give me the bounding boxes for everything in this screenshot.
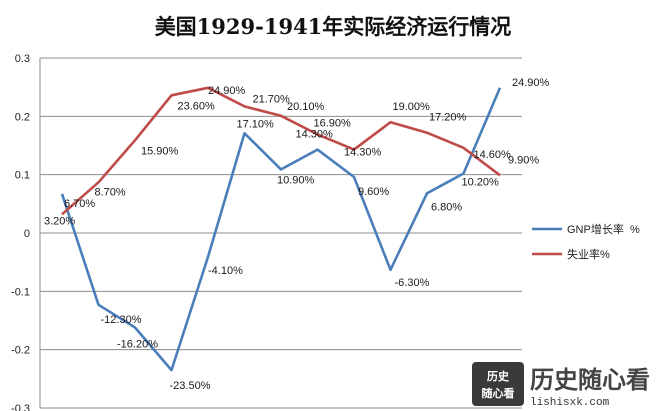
data-label: 6.70%	[64, 198, 95, 210]
data-label: 10.20%	[462, 177, 500, 189]
y-tick-label: 0.1	[15, 170, 30, 182]
data-label: 10.90%	[277, 174, 315, 186]
watermark-brand: 历史随心看	[530, 365, 650, 394]
legend: GNP增长率 % 失业率%	[532, 222, 640, 261]
data-label: 15.90%	[141, 145, 179, 157]
legend-label-0: GNP增长率 %	[567, 222, 640, 236]
watermark-box-line1: 历史	[487, 369, 510, 383]
data-label: 21.70%	[253, 93, 291, 105]
data-label: 23.60%	[178, 100, 216, 112]
y-tick-label: 0.3	[15, 53, 30, 65]
data-label: 17.20%	[429, 112, 467, 124]
data-label: 24.90%	[208, 85, 246, 97]
series-line-0	[60, 87, 502, 372]
data-label: 14.30%	[296, 129, 334, 141]
data-label: 24.90%	[512, 77, 550, 89]
y-tick-label: 0.2	[15, 111, 30, 123]
data-label: 9.90%	[508, 154, 539, 166]
data-label: 9.60%	[358, 186, 389, 198]
y-tick-label: 0	[24, 228, 30, 240]
legend-label-1: 失业率%	[567, 247, 610, 261]
data-label: 16.90%	[314, 117, 352, 129]
watermark-logo-box	[472, 362, 524, 406]
series-lines	[60, 86, 502, 372]
data-label: -16.20%	[117, 339, 158, 351]
watermark: 历史 随心看 历史随心看 lishisxk.com	[472, 362, 650, 409]
watermark-url: lishisxk.com	[530, 397, 610, 409]
data-label: 8.70%	[95, 186, 126, 198]
data-label: 20.10%	[287, 101, 325, 113]
data-label: 14.30%	[344, 147, 382, 159]
y-tick-label: -0.1	[11, 286, 30, 298]
series-line-1	[61, 86, 501, 216]
y-tick-label: -0.3	[11, 403, 30, 411]
data-label: 3.20%	[44, 215, 75, 227]
data-label: 19.00%	[393, 101, 431, 113]
data-label: -12.30%	[101, 314, 142, 326]
data-label: 17.10%	[237, 118, 275, 130]
y-tick-label: -0.2	[11, 345, 30, 357]
watermark-box-line2: 随心看	[482, 386, 515, 400]
data-label: -23.50%	[170, 380, 211, 392]
data-label: 6.80%	[431, 201, 462, 213]
data-labels: 6.70% -12.30% -16.20% -23.50% -4.10% 17.10% 10…	[44, 77, 550, 392]
data-label: -6.30%	[395, 277, 430, 289]
chart-title: 美国1929-1941年实际经济运行情况	[155, 14, 512, 39]
y-axis: 0.3 0.2 0.1 0 -0.1 -0.2 -0.3	[11, 53, 41, 411]
data-label: 14.60%	[474, 149, 512, 161]
data-label: -4.10%	[208, 265, 243, 277]
